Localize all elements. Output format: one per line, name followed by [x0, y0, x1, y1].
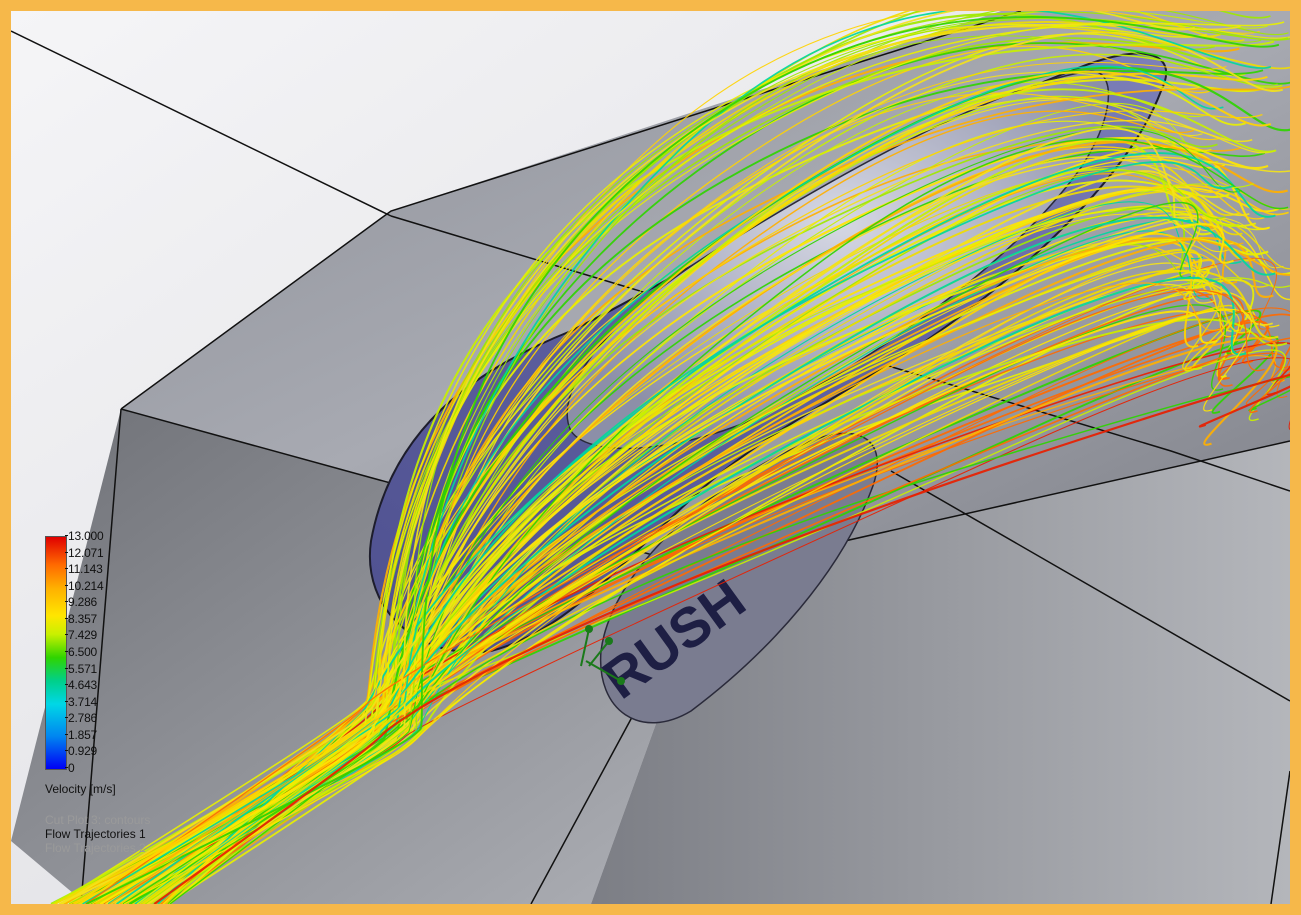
legend-tick: 2.786	[64, 711, 98, 726]
flow-scene[interactable]: RUSH	[11, 11, 1290, 904]
flow-trajectory-line	[150, 11, 1268, 904]
flow-trajectory-line	[82, 188, 1216, 904]
legend-tick: 3.714	[64, 694, 98, 709]
flow-trajectory-line	[71, 376, 1290, 904]
flow-trajectory-line	[130, 128, 1242, 904]
plot-item-flow-trajectories-1[interactable]: Flow Trajectories 1	[45, 827, 146, 841]
flow-trajectory-line	[96, 183, 1255, 904]
flow-trajectory-line	[85, 16, 1280, 904]
cfd-viewport[interactable]: RUSH 13.000 12.071 11.143 10.214 9.286 8.357 7…	[11, 11, 1290, 904]
flow-trajectory-line	[123, 308, 1252, 904]
flow-trajectory-line	[136, 120, 1212, 904]
legend-tick: 8.357	[64, 611, 98, 626]
legend-tick: 10.214	[65, 578, 104, 593]
flow-trajectory-line	[130, 309, 1290, 904]
flow-trajectory-line	[169, 156, 1250, 904]
legend-tick: 5.571	[64, 661, 98, 676]
legend-tick: 12.071	[65, 545, 104, 560]
flow-trajectory-line	[137, 145, 1270, 904]
flow-trajectory-line	[163, 110, 1263, 904]
flow-trajectories	[50, 11, 1290, 904]
flow-trajectory-line	[162, 157, 1226, 904]
legend-tick: 0	[64, 761, 75, 775]
plot-item-flow-trajectories-2[interactable]: Flow Trajectories 2	[45, 841, 146, 855]
legend-tick: 1.857	[64, 727, 98, 742]
legend-tick: 13.000	[65, 529, 104, 543]
legend-tick: 11.143	[65, 562, 103, 577]
legend-tick: 9.286	[64, 595, 98, 610]
legend-tick: 6.500	[64, 645, 98, 659]
flow-trajectory-line	[169, 201, 1199, 904]
legend-title: Velocity [m/s]	[45, 782, 116, 796]
flow-trajectory-line	[147, 11, 1195, 904]
flow-trajectory-line	[153, 373, 1290, 904]
flow-trajectory-line	[127, 25, 1290, 904]
flow-trajectory-line	[99, 223, 1234, 904]
flow-trajectory-line	[109, 282, 1223, 904]
flow-trajectory-line	[112, 140, 1288, 904]
flow-trajectory-line	[128, 66, 1290, 904]
flow-trajectory-line	[118, 342, 1290, 904]
plot-item-cut-plot-3[interactable]: Cut Plot 3: contours	[45, 813, 151, 827]
flow-trajectory-line	[54, 304, 1236, 904]
legend-tick: 0.929	[64, 744, 98, 759]
flow-trajectory-line	[110, 155, 1290, 904]
flow-trajectory-line	[72, 70, 1272, 904]
legend-tick: 4.643	[64, 678, 98, 693]
axis-triad[interactable]	[580, 625, 625, 685]
velocity-legend: 13.000 12.071 11.143 10.214 9.286 8.357 7.429 6…	[45, 530, 185, 774]
flow-trajectory-line	[139, 284, 1221, 904]
flow-trajectory-line	[82, 65, 1224, 904]
legend-tick: 7.429	[64, 628, 98, 643]
flow-trajectory-line	[70, 251, 1236, 904]
legend-color-bar	[45, 536, 67, 770]
plot-list: Cut Plot 3: contours Flow Trajectories 1…	[45, 813, 150, 855]
flow-trajectory-line	[147, 349, 1287, 904]
flow-trajectory-line	[85, 289, 1265, 904]
flow-trajectory-line	[61, 127, 1192, 904]
